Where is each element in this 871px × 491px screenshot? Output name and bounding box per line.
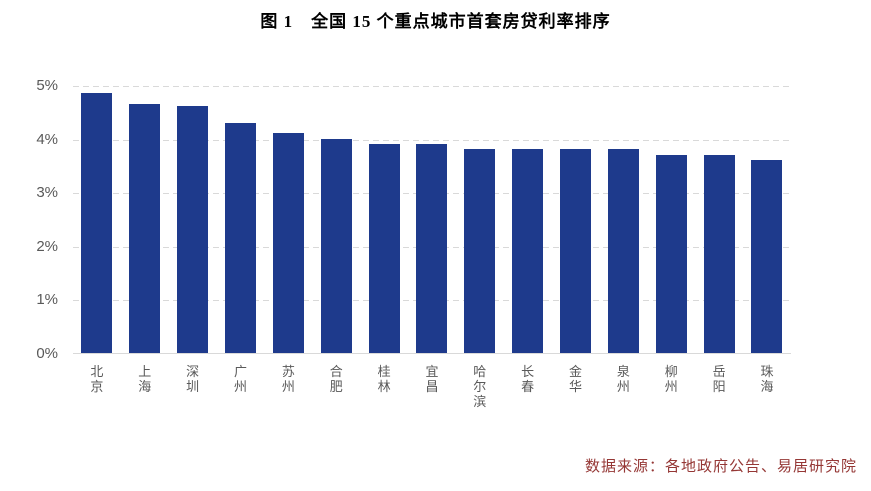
gridline xyxy=(73,139,791,141)
x-axis-label: 广州 xyxy=(234,364,248,394)
bar-slot xyxy=(264,85,312,353)
bar-slot xyxy=(552,85,600,353)
bar xyxy=(655,154,687,353)
bar-slot xyxy=(360,85,408,353)
y-tick-label: 1% xyxy=(36,291,58,309)
x-label-slot: 珠海 xyxy=(743,364,791,394)
bar xyxy=(225,122,256,353)
bar xyxy=(512,149,544,353)
bar xyxy=(272,133,304,353)
x-label-slot: 苏州 xyxy=(264,364,312,394)
x-axis-label: 哈尔滨 xyxy=(473,364,487,409)
x-label-slot: 深圳 xyxy=(169,364,217,394)
bar-slot xyxy=(217,85,265,353)
bars-container xyxy=(73,85,791,353)
bar-slot xyxy=(312,85,360,353)
bar xyxy=(751,160,783,353)
bar-slot xyxy=(647,85,695,353)
plot-area xyxy=(73,86,791,354)
bar xyxy=(177,106,209,353)
x-label-slot: 合肥 xyxy=(312,364,360,394)
x-label-slot: 桂林 xyxy=(360,364,408,394)
x-axis-label: 宜昌 xyxy=(425,364,439,394)
bar xyxy=(320,138,352,353)
y-tick-label: 3% xyxy=(36,184,58,202)
x-axis-label: 金华 xyxy=(569,364,583,394)
bar xyxy=(560,149,592,353)
bar xyxy=(416,143,448,353)
bar-slot xyxy=(504,85,552,353)
x-label-slot: 哈尔滨 xyxy=(456,364,504,409)
x-axis-label: 苏州 xyxy=(281,364,295,394)
bar xyxy=(81,93,113,353)
x-label-slot: 广州 xyxy=(217,364,265,394)
x-axis-line xyxy=(73,353,791,354)
y-tick-label: 4% xyxy=(36,130,58,148)
x-axis-label: 珠海 xyxy=(760,364,774,394)
x-axis-label: 桂林 xyxy=(377,364,391,394)
x-label-slot: 长春 xyxy=(504,364,552,394)
y-tick-label: 5% xyxy=(36,77,58,94)
bar-slot xyxy=(599,85,647,353)
y-tick-label: 2% xyxy=(36,237,58,255)
source-note: 数据来源：各地政府公告、易居研究院 xyxy=(584,459,857,475)
bar-slot xyxy=(695,85,743,353)
x-axis-labels: 北京 上海 深圳 广州 苏州 合肥 桂林 宜昌 哈尔滨 长春 金华 泉州 柳州 岳阳 珠海 xyxy=(73,364,791,409)
x-label-slot: 北京 xyxy=(73,364,121,394)
bar xyxy=(703,154,735,353)
bar-slot xyxy=(73,85,121,353)
bar-slot xyxy=(169,85,217,353)
x-label-slot: 泉州 xyxy=(599,364,647,394)
x-label-slot: 金华 xyxy=(552,364,600,394)
y-tick-label: 0% xyxy=(36,345,58,362)
bar-slot xyxy=(121,85,169,353)
x-label-slot: 上海 xyxy=(121,364,169,394)
bar xyxy=(464,149,496,353)
bar xyxy=(607,149,639,353)
x-label-slot: 宜昌 xyxy=(408,364,456,394)
x-axis-label: 深圳 xyxy=(186,364,200,394)
x-axis-label: 北京 xyxy=(90,364,104,394)
x-label-slot: 岳阳 xyxy=(695,364,743,394)
x-axis-label: 岳阳 xyxy=(712,364,726,394)
bar-slot xyxy=(743,85,791,353)
x-axis-label: 上海 xyxy=(138,364,152,394)
bar xyxy=(129,103,161,353)
x-axis-label: 长春 xyxy=(521,364,535,394)
gridline xyxy=(73,86,791,87)
x-axis-label: 泉州 xyxy=(616,364,630,394)
bar-slot xyxy=(408,85,456,353)
bar-slot xyxy=(456,85,504,353)
chart-title: 图 1 全国 15 个重点城市首套房贷利率排序 xyxy=(260,12,611,31)
x-label-slot: 柳州 xyxy=(647,364,695,394)
bar xyxy=(368,143,400,353)
x-axis-label: 柳州 xyxy=(664,364,678,394)
x-axis-label: 合肥 xyxy=(329,364,343,394)
